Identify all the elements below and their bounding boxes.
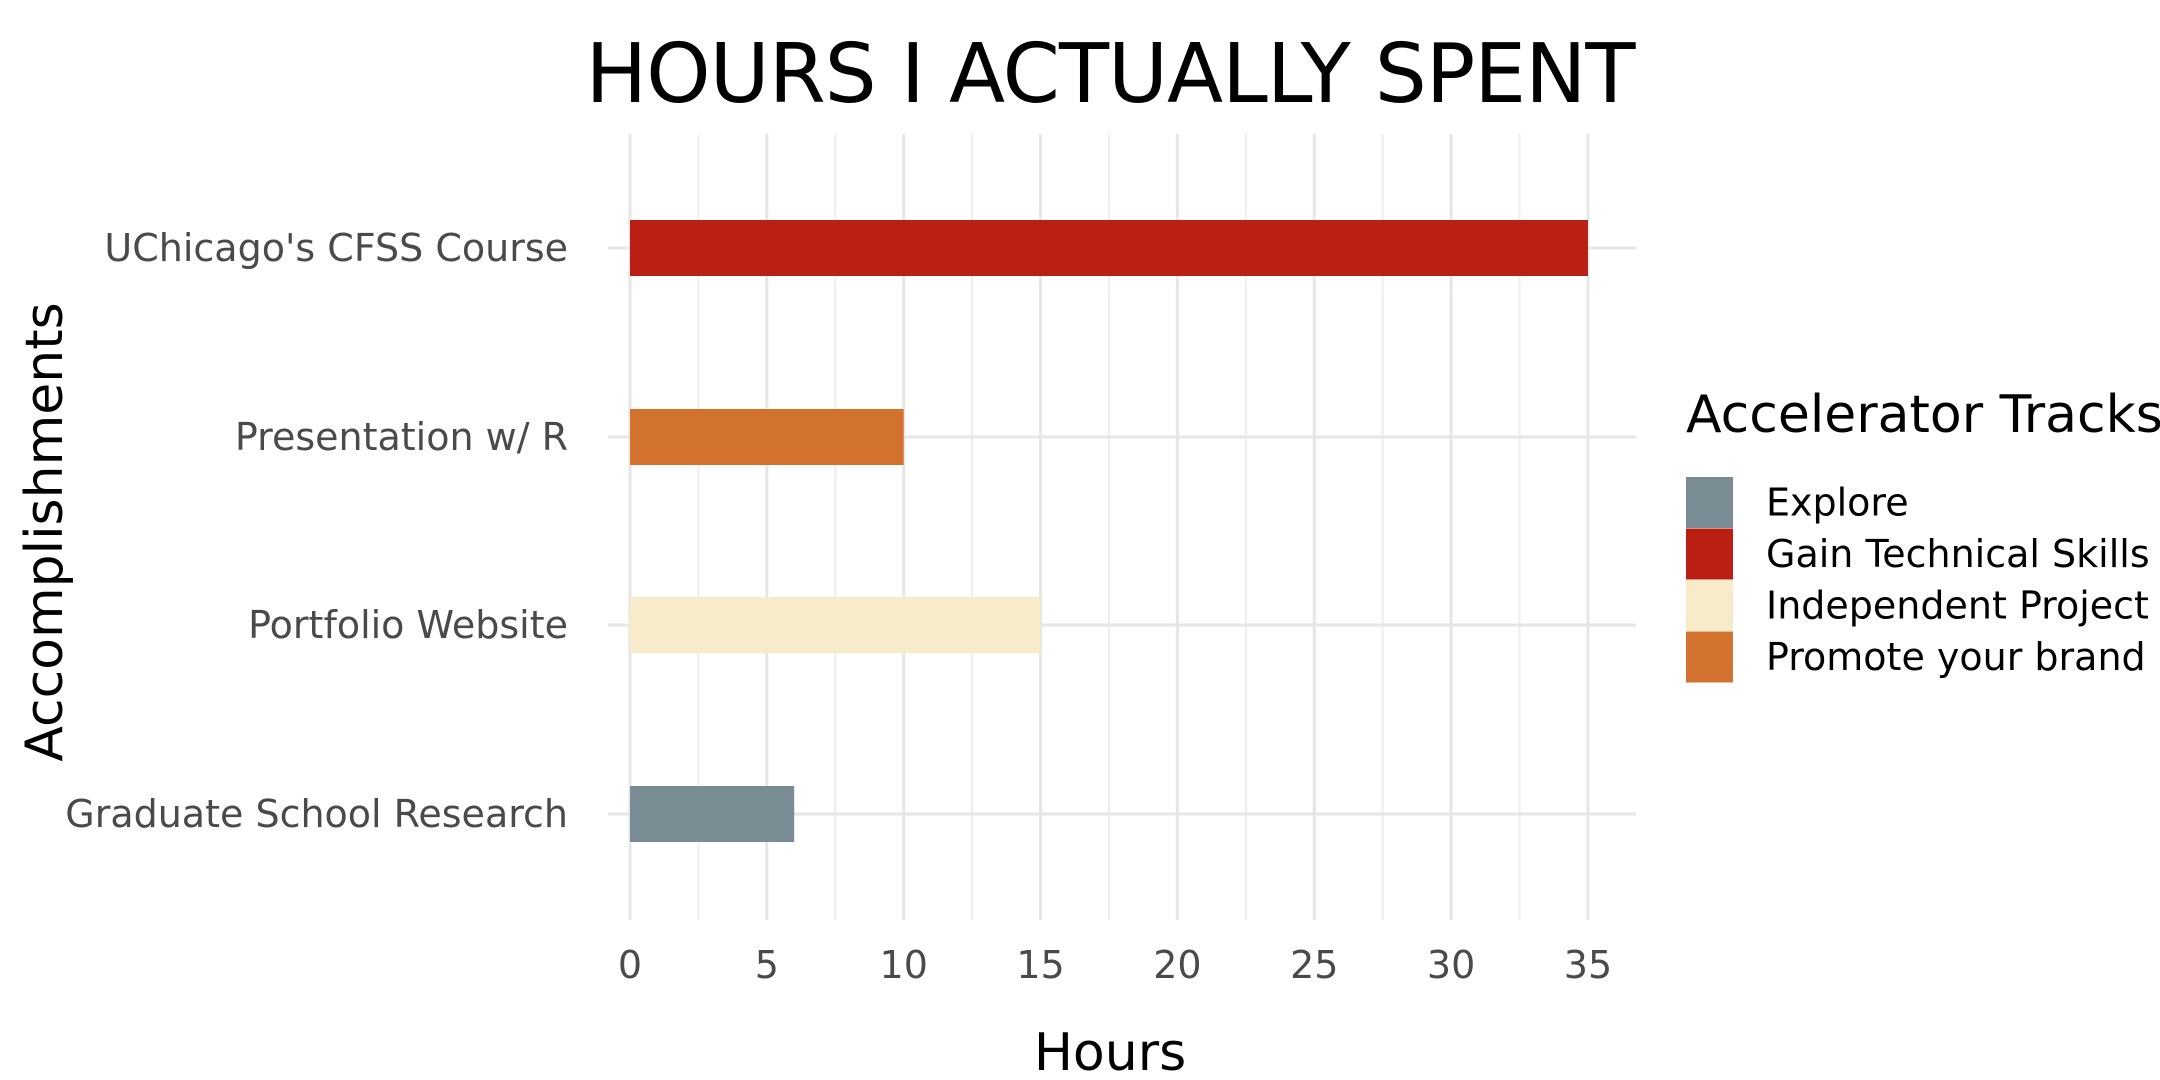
bar (630, 220, 1588, 276)
bar (630, 597, 1041, 653)
y-tick-label: UChicago's CFSS Course (104, 226, 568, 270)
legend-label: Explore (1766, 481, 1909, 525)
legend-label: Gain Technical Skills (1766, 532, 2150, 576)
bar (630, 409, 904, 465)
legend-entries: Explore Gain Technical Skills Independent … (1686, 477, 2150, 683)
legend-key (1686, 477, 1733, 528)
x-tick-label: 10 (880, 943, 928, 987)
x-tick-label: 5 (755, 943, 779, 987)
legend-key (1686, 580, 1733, 631)
legend-title: Accelerator Tracks (1686, 385, 2160, 445)
legend-label: Independent Project (1766, 584, 2149, 628)
x-tick-label: 25 (1290, 943, 1338, 987)
legend: Accelerator Tracks Explore Gain Technical… (1686, 385, 2160, 683)
x-tick-label: 15 (1016, 943, 1064, 987)
x-tick-label: 0 (618, 943, 642, 987)
legend-label: Promote your brand (1766, 635, 2146, 679)
x-tick-label: 20 (1153, 943, 1201, 987)
y-tick-labels: UChicago's CFSS Course Presentation w/ R P… (65, 226, 568, 836)
x-tick-label: 30 (1427, 943, 1475, 987)
legend-key (1686, 528, 1733, 580)
chart-title: HOURS I ACTUALLY SPENT (585, 27, 1636, 122)
bar (630, 786, 795, 842)
y-tick-label: Graduate School Research (65, 792, 568, 836)
x-tick-label: 35 (1564, 943, 1612, 987)
x-axis-title: Hours (1034, 1023, 1186, 1080)
bars-layer (630, 220, 1588, 842)
y-tick-label: Portfolio Website (248, 603, 568, 647)
x-tick-labels: 0 5 10 15 20 25 30 35 (618, 943, 1612, 987)
legend-key (1686, 631, 1733, 683)
y-axis-title: Accomplishments (15, 302, 75, 761)
y-tick-label: Presentation w/ R (235, 415, 568, 459)
